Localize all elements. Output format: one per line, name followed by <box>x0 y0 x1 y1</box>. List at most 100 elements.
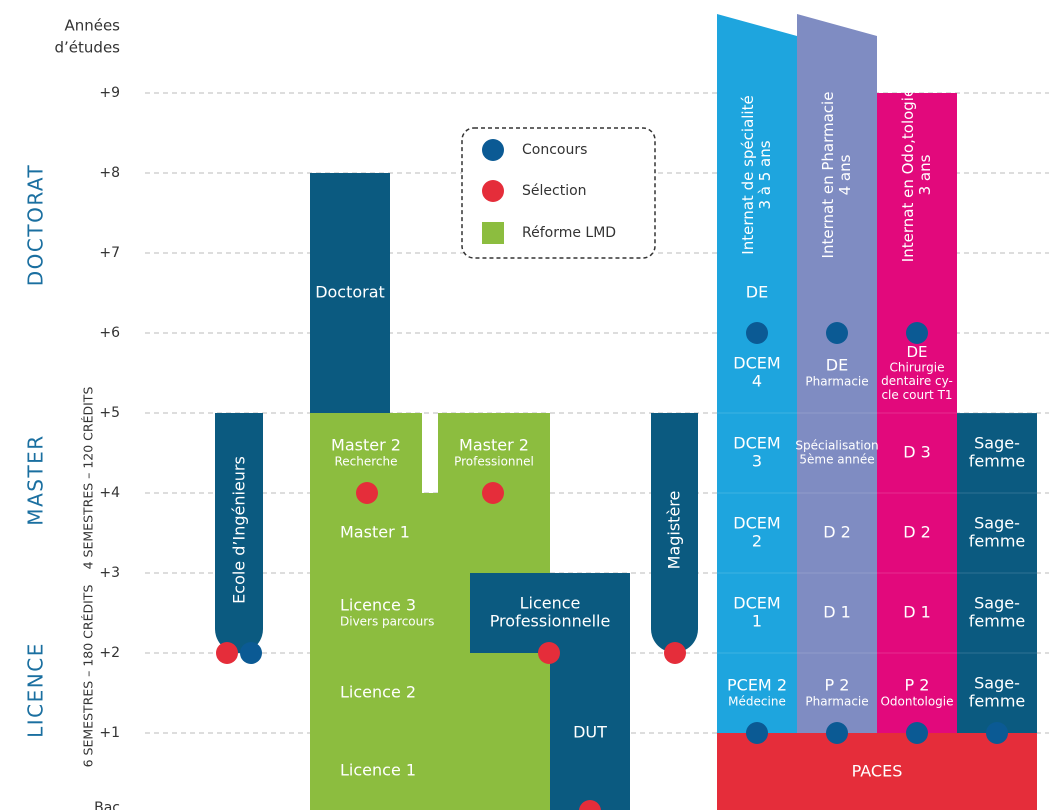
block-text: 1 <box>752 612 762 631</box>
block <box>470 573 630 653</box>
block-text: DE <box>746 283 768 302</box>
block <box>310 653 550 733</box>
axis-title: d’études <box>55 39 121 57</box>
block-text: Pharmacie <box>805 375 868 389</box>
block-text: DCEM <box>733 353 780 372</box>
block-text: Ecole d’Ingénieurs <box>230 456 249 604</box>
block-text: Professionnelle <box>490 612 611 631</box>
block <box>550 653 630 810</box>
y-tick-label: +2 <box>99 645 120 661</box>
block-text: Licence 1 <box>340 761 416 780</box>
block-text: Sage- <box>974 593 1020 612</box>
dot <box>216 642 238 664</box>
dot <box>986 722 1008 744</box>
section-credits: 4 SEMESTRES – 120 CRÉDITS <box>81 387 96 570</box>
block <box>438 413 550 493</box>
y-tick-label: +3 <box>99 565 120 581</box>
block <box>310 493 550 573</box>
block-text: Recherche <box>334 455 397 469</box>
dot <box>482 482 504 504</box>
block-text: Divers parcours <box>340 615 434 629</box>
y-tick-label: +4 <box>99 485 120 501</box>
block-text: 2 <box>752 532 762 551</box>
block-text: Odontologie <box>880 695 953 709</box>
block-text: dentaire cy- <box>881 374 953 388</box>
block-text: Sage- <box>974 433 1020 452</box>
block-text: Master 1 <box>340 523 410 542</box>
section-label: MASTER <box>24 434 48 525</box>
y-tick-label: +1 <box>99 725 120 741</box>
column <box>957 413 1037 733</box>
block-text: Internat en Odo,tologie <box>899 88 917 262</box>
block-text: 3 à 5 ans <box>756 140 774 209</box>
legend-label: Réforme LMD <box>522 225 616 241</box>
dot <box>746 722 768 744</box>
block <box>310 413 422 493</box>
dot <box>906 722 928 744</box>
block-text: DCEM <box>733 593 780 612</box>
block-text: DE <box>906 343 927 361</box>
y-tick-label: +9 <box>99 85 120 101</box>
dot <box>906 322 928 344</box>
dot <box>356 482 378 504</box>
block-text: Master 2 <box>331 436 401 455</box>
block-text: Spécialisation <box>795 439 878 453</box>
block-text: Pharmacie <box>805 695 868 709</box>
block-text: Sage- <box>974 673 1020 692</box>
axis-title: Années <box>64 17 120 35</box>
column <box>717 14 797 733</box>
block-text: Magistère <box>665 491 684 570</box>
dot <box>826 722 848 744</box>
y-tick-label: +8 <box>99 165 120 181</box>
block-text: Licence <box>520 593 581 612</box>
block-text: D 3 <box>903 443 931 462</box>
block-text: cle court T1 <box>881 388 952 402</box>
block-text: 3 ans <box>916 154 934 195</box>
block-text: femme <box>969 532 1026 551</box>
block-text: PACES <box>852 762 903 781</box>
block-text: DCEM <box>733 433 780 452</box>
block-text: 5ème année <box>799 452 874 466</box>
section-label: DOCTORAT <box>24 164 48 287</box>
legend-swatch <box>482 222 504 244</box>
dot <box>664 642 686 664</box>
block-text: Professionnel <box>454 455 534 469</box>
section-credits: 6 SEMESTRES – 180 CRÉDITS <box>81 585 96 768</box>
column <box>877 93 957 733</box>
y-tick-label: +6 <box>99 325 120 341</box>
block-text: femme <box>969 452 1026 471</box>
y-tick-label: +5 <box>99 405 120 421</box>
dot <box>746 322 768 344</box>
legend-label: Concours <box>522 142 587 158</box>
block-text: Internat en Pharmacie <box>819 92 837 259</box>
block-text: 3 <box>752 452 762 471</box>
block <box>717 733 1037 810</box>
block-text: D 1 <box>903 603 931 622</box>
block-text: Master 2 <box>459 436 529 455</box>
dot <box>482 139 504 161</box>
legend-label: Sélection <box>522 183 587 199</box>
dot <box>240 642 262 664</box>
block-text: PCEM 2 <box>727 676 787 695</box>
block-text: Sage- <box>974 513 1020 532</box>
y-tick-label: +7 <box>99 245 120 261</box>
block-text: D 2 <box>903 523 931 542</box>
dot <box>482 180 504 202</box>
block-text: DCEM <box>733 513 780 532</box>
block-text: 4 <box>752 372 762 391</box>
block-text: Doctorat <box>315 283 385 302</box>
block-text: 4 ans <box>836 154 854 195</box>
block-text: DUT <box>573 723 607 742</box>
legend-box <box>461 127 656 259</box>
dot <box>826 322 848 344</box>
block-text: femme <box>969 612 1026 631</box>
section-label: LICENCE <box>24 642 48 738</box>
block <box>651 413 698 653</box>
block-text: DE <box>826 356 848 375</box>
block <box>215 413 263 653</box>
block-text: P 2 <box>825 676 850 695</box>
block <box>310 173 390 413</box>
y-tick-label: Bac <box>94 800 120 810</box>
block <box>310 733 550 810</box>
